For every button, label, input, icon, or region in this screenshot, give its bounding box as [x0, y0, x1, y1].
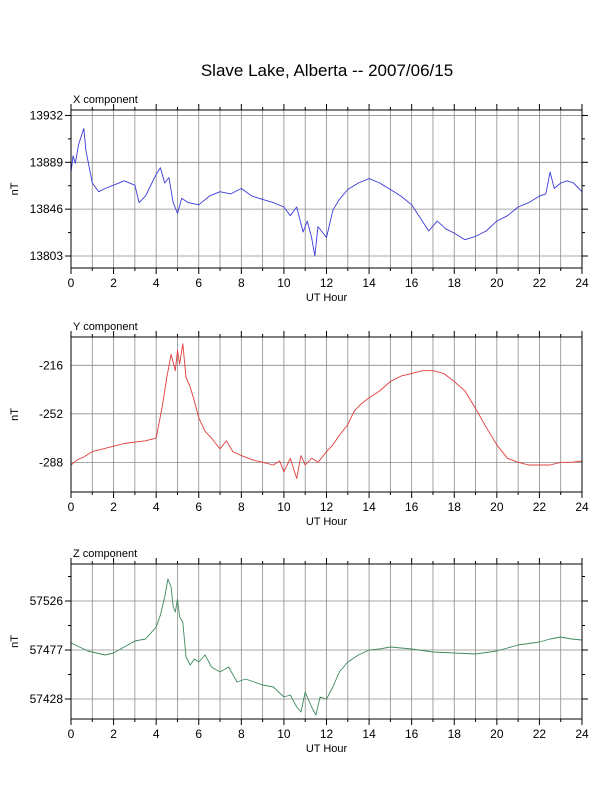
z-xtick-label: 18	[448, 727, 462, 741]
x-panel-title: X component	[73, 94, 138, 106]
y-xtick-label: 6	[195, 500, 202, 514]
z-ytick-label: 57477	[30, 643, 64, 657]
z-xtick-label: 20	[490, 727, 504, 741]
x-xtick-label: 0	[68, 276, 75, 290]
x-xtick-label: 18	[448, 276, 462, 290]
y-xtick-label: 8	[238, 500, 245, 514]
y-ytick-label: -252	[39, 407, 63, 421]
y-xtick-label: 4	[153, 500, 160, 514]
y-yaxis-label: nT	[9, 408, 21, 421]
z-series-line	[70, 578, 583, 716]
x-xtick-label: 16	[405, 276, 419, 290]
x-xtick-label: 20	[490, 276, 504, 290]
z-xtick-label: 22	[533, 727, 547, 741]
z-yaxis-label: nT	[9, 635, 21, 648]
x-xtick-label: 12	[320, 276, 334, 290]
x-ytick-label: 13932	[30, 108, 64, 122]
z-ytick-label: 57428	[30, 692, 64, 706]
x-series-line	[70, 128, 583, 257]
z-xtick-label: 8	[238, 727, 245, 741]
y-ytick-label: -288	[39, 455, 63, 469]
x-ytick-label: 13803	[30, 249, 64, 263]
z-xtick-label: 4	[153, 727, 160, 741]
z-xaxis-label: UT Hour	[306, 743, 348, 755]
z-xtick-label: 2	[110, 727, 117, 741]
z-panel-title: Z component	[73, 548, 137, 560]
y-panel-title: Y component	[73, 321, 138, 333]
x-xtick-label: 14	[362, 276, 376, 290]
x-xtick-label: 2	[110, 276, 117, 290]
x-xaxis-label: UT Hour	[306, 292, 348, 304]
z-xtick-label: 12	[320, 727, 334, 741]
y-xtick-label: 12	[320, 500, 334, 514]
y-xtick-label: 16	[405, 500, 419, 514]
x-ytick-label: 13889	[30, 155, 64, 169]
x-xtick-label: 24	[575, 276, 589, 290]
x-xtick-label: 6	[195, 276, 202, 290]
x-ytick-label: 13846	[30, 202, 64, 216]
z-xtick-label: 10	[277, 727, 291, 741]
y-ytick-label: -216	[39, 358, 63, 372]
z-xtick-label: 14	[362, 727, 376, 741]
y-xtick-label: 24	[575, 500, 589, 514]
z-xtick-label: 0	[68, 727, 75, 741]
y-xtick-label: 10	[277, 500, 291, 514]
z-xtick-label: 6	[195, 727, 202, 741]
y-xtick-label: 2	[110, 500, 117, 514]
z-xtick-label: 16	[405, 727, 419, 741]
y-xtick-label: 0	[68, 500, 75, 514]
x-xtick-label: 22	[533, 276, 547, 290]
x-xtick-label: 8	[238, 276, 245, 290]
x-xtick-label: 10	[277, 276, 291, 290]
z-xtick-label: 24	[575, 727, 589, 741]
y-xtick-label: 20	[490, 500, 504, 514]
y-xtick-label: 22	[533, 500, 547, 514]
figure-title: Slave Lake, Alberta -- 2007/06/15	[201, 61, 453, 80]
x-xtick-label: 4	[153, 276, 160, 290]
y-series-line	[70, 343, 583, 479]
z-ytick-label: 57526	[30, 594, 64, 608]
y-xtick-label: 18	[448, 500, 462, 514]
x-yaxis-label: nT	[9, 182, 21, 195]
y-xaxis-label: UT Hour	[306, 516, 348, 528]
y-xtick-label: 14	[362, 500, 376, 514]
